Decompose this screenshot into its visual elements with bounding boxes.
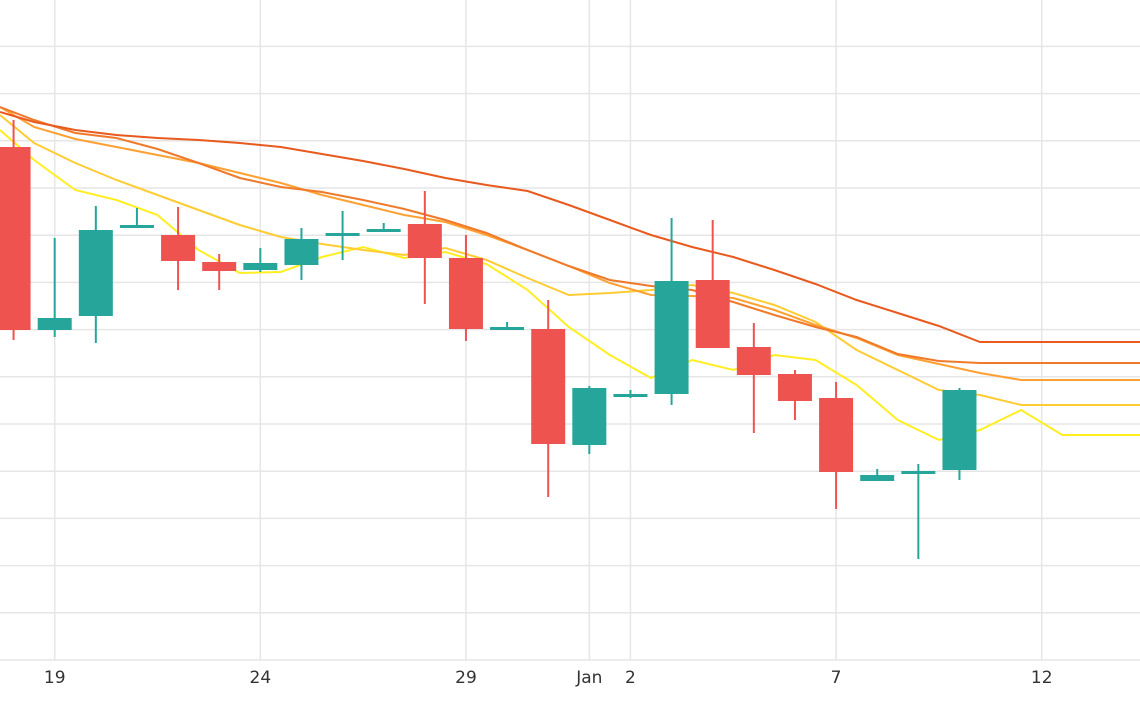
candle-down [695, 220, 730, 348]
candle-body [284, 239, 319, 265]
candle-body [37, 318, 72, 330]
candle-body [490, 327, 525, 330]
candle-body [243, 263, 278, 270]
x-tick-label: 2 [625, 668, 636, 688]
candle-down [777, 370, 812, 420]
candle-up [901, 464, 936, 559]
series-line-5 [0, 111, 1140, 343]
candle-body [407, 224, 442, 258]
candle-up [243, 248, 278, 272]
candle-up [119, 208, 154, 228]
x-tick-label: 12 [1031, 668, 1053, 688]
candle-body [695, 280, 730, 348]
candle-up [490, 322, 525, 330]
candle-body [119, 225, 154, 228]
candle-up [37, 238, 72, 337]
candle-up [325, 211, 360, 260]
candle-up [860, 469, 895, 481]
candle-down [736, 323, 771, 433]
candle-up [284, 228, 319, 280]
candle-body [325, 233, 360, 236]
candle-body [654, 281, 689, 394]
candle-down [819, 382, 854, 509]
x-tick-label: Jan [575, 668, 602, 688]
candle-down [0, 120, 31, 340]
x-tick-label: 19 [44, 668, 66, 688]
candle-down [448, 235, 483, 341]
candle-up [366, 223, 401, 232]
candle-body [942, 390, 977, 470]
candle-down [161, 207, 196, 290]
candle-down [202, 254, 237, 290]
candle-body [736, 347, 771, 375]
candle-body [448, 258, 483, 329]
candle-body [819, 398, 854, 472]
candle-up [942, 388, 977, 480]
grid [0, 0, 1140, 661]
candle-body [366, 229, 401, 232]
candles [0, 120, 977, 559]
candle-down [407, 191, 442, 304]
candle-down [531, 300, 566, 497]
candle-body [161, 235, 196, 261]
candle-body [613, 394, 648, 397]
candle-body [901, 471, 936, 474]
x-axis-ticks: 19 24 29 Jan 2 7 12 [44, 668, 1053, 688]
candle-body [531, 329, 566, 444]
candle-body [572, 388, 607, 445]
x-tick-label: 29 [455, 668, 477, 688]
candle-up [572, 386, 607, 454]
candle-up [613, 390, 648, 398]
candle-up [654, 218, 689, 405]
candle-body [78, 230, 113, 316]
candle-up [78, 206, 113, 343]
candle-body [202, 262, 237, 271]
x-tick-label: 7 [831, 668, 842, 688]
x-tick-label: 24 [250, 668, 272, 688]
candle-body [860, 475, 895, 481]
candle-body [777, 374, 812, 401]
candle-body [0, 147, 31, 330]
series-line-4 [0, 106, 1140, 364]
